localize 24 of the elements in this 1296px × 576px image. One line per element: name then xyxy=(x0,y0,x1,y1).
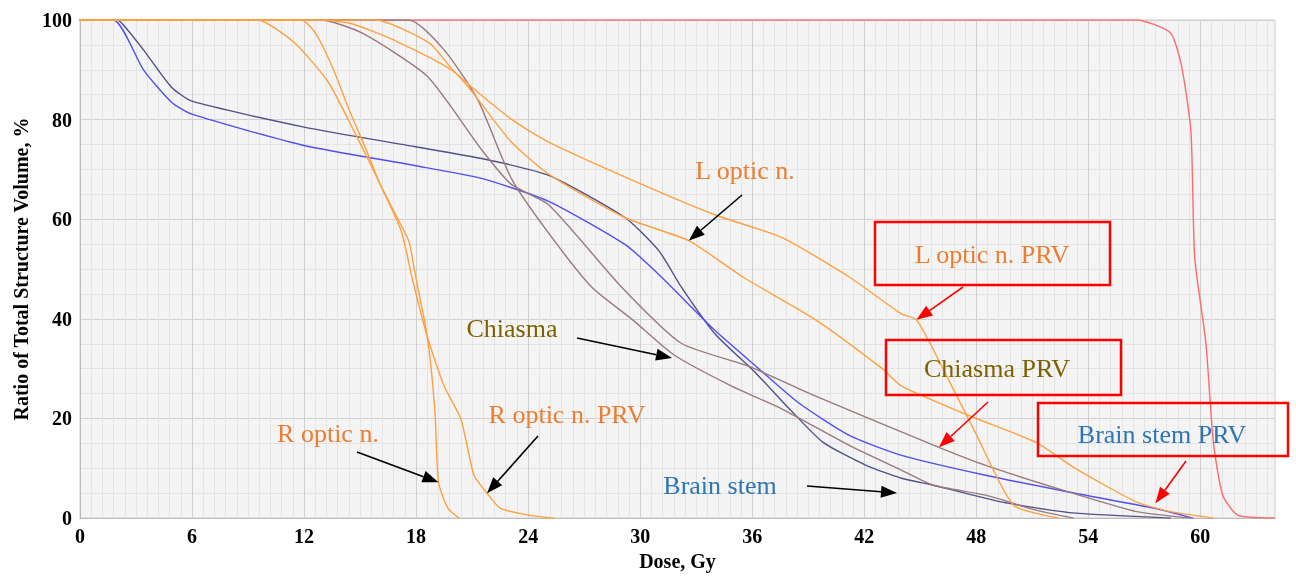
annotation: L optic n. PRV xyxy=(914,239,1070,269)
annotation: L optic n. xyxy=(695,155,795,185)
x-tick-label: 6 xyxy=(187,525,198,548)
x-tick-label: 36 xyxy=(742,525,763,548)
y-axis-title: Ratio of Total Structure Volume, % xyxy=(10,117,33,421)
y-tick-label: 20 xyxy=(52,407,72,430)
x-tick-label: 24 xyxy=(518,525,539,548)
annotation: R optic n. PRV xyxy=(488,399,646,429)
x-tick-label: 12 xyxy=(294,525,315,548)
x-tick-label: 54 xyxy=(1078,525,1099,548)
x-tick-label: 42 xyxy=(854,525,875,548)
y-tick-label: 0 xyxy=(62,507,72,530)
annotation: Brain stem xyxy=(663,470,777,500)
x-tick-label: 60 xyxy=(1190,525,1211,548)
x-axis-title: Dose, Gy xyxy=(639,550,716,573)
y-tick-label: 80 xyxy=(52,108,72,131)
x-tick-label: 18 xyxy=(406,525,427,548)
annotation: R optic n. xyxy=(277,418,379,448)
y-tick-label: 40 xyxy=(52,307,72,330)
annotation: Chiasma xyxy=(466,313,558,343)
y-tick-label: 100 xyxy=(42,9,72,31)
x-tick-label: 30 xyxy=(630,525,651,548)
y-tick-label: 60 xyxy=(52,208,72,231)
x-tick-label: 48 xyxy=(966,525,987,548)
